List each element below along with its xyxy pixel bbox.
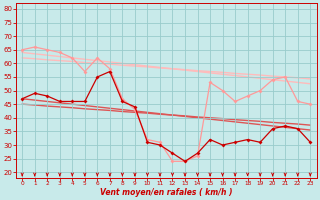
X-axis label: Vent moyen/en rafales ( km/h ): Vent moyen/en rafales ( km/h ) [100, 188, 233, 197]
